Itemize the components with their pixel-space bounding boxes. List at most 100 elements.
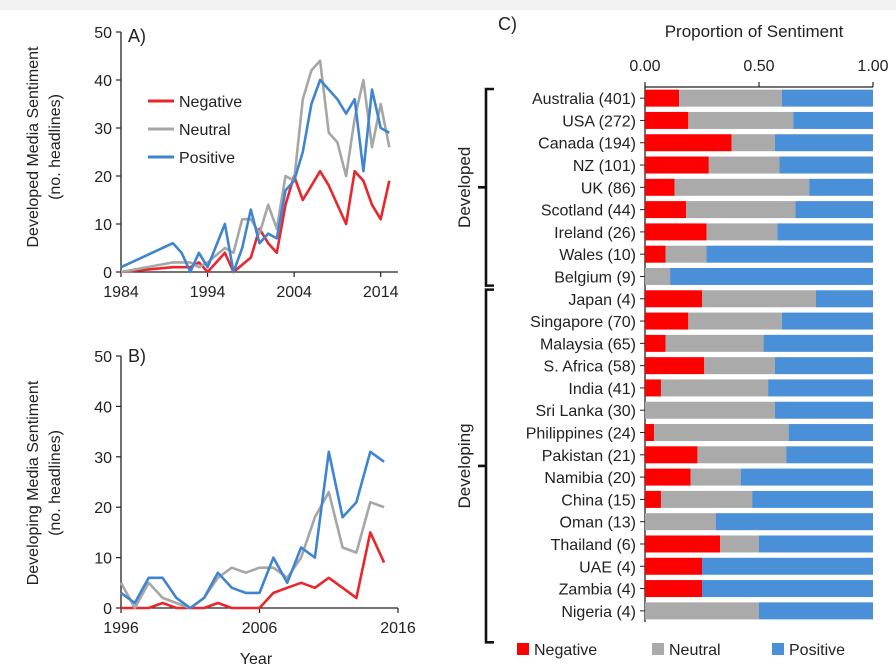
category-label: Ireland (26) [554, 225, 636, 242]
bar-neutral [645, 602, 759, 620]
bar-neutral [645, 401, 775, 419]
bar-negative [645, 245, 666, 263]
bar-negative [645, 334, 666, 352]
bar-neutral [665, 334, 764, 352]
x-tick-label: 1984 [103, 284, 139, 301]
panel-b-label: B) [128, 346, 146, 366]
category-label: Japan (4) [568, 292, 636, 309]
bar-neutral [688, 312, 782, 330]
bar-negative [645, 290, 702, 308]
x-tick-label: 0.00 [629, 58, 660, 75]
category-label: Sri Lanka (30) [536, 403, 637, 420]
category-label: Malaysia (65) [540, 336, 636, 353]
panel-a-lines [120, 59, 391, 274]
legend-neutral-label: Neutral [669, 642, 721, 659]
bar-positive [715, 513, 873, 531]
bar-positive [816, 290, 873, 308]
bar-positive [763, 334, 873, 352]
bar-negative [645, 535, 721, 553]
bar-neutral [731, 134, 775, 152]
bar-positive [702, 580, 873, 598]
panel-c: C) Proportion of Sentiment 0.00 0.50 1.00 … [455, 14, 889, 659]
panel-b-ylabel-line1: Developing Media Sentiment [25, 380, 42, 585]
top-strip [0, 0, 896, 10]
category-label: USA (272) [562, 113, 636, 130]
bar-positive [774, 357, 873, 375]
bar-negative [645, 557, 702, 575]
category-label: Namibia (20) [544, 470, 636, 487]
bar-negative [645, 111, 689, 129]
panel-a: A) Developed Media Sentiment (no. headli… [25, 25, 399, 301]
category-label: UK (86) [581, 180, 636, 197]
bar-positive [809, 178, 873, 196]
category-label: UAE (4) [579, 559, 636, 576]
bar-positive [740, 468, 873, 486]
bar-negative [645, 89, 680, 107]
panel-b-xlabel: Year [240, 651, 273, 668]
legend-positive-label: Positive [789, 642, 845, 659]
bar-neutral [645, 513, 716, 531]
legend-positive-swatch [772, 643, 784, 655]
panel-b: B) Developing Media Sentiment (no. headl… [25, 346, 416, 668]
x-tick-label: 1.00 [857, 58, 888, 75]
group-bracket [478, 87, 494, 287]
bar-neutral [702, 290, 816, 308]
category-label: Oman (13) [560, 515, 636, 532]
bar-negative [645, 201, 687, 219]
panel-c-label: C) [498, 14, 517, 34]
category-label: Australia (401) [532, 91, 636, 108]
bar-neutral [720, 535, 759, 553]
category-label: Zambia (4) [559, 582, 636, 599]
category-label: Pakistan (21) [542, 448, 636, 465]
bar-positive [793, 111, 873, 129]
x-tick-label: 0.50 [743, 58, 774, 75]
x-tick-label: 2014 [363, 284, 399, 301]
bar-neutral [679, 89, 782, 107]
bar-negative [645, 490, 661, 508]
bar-negative [645, 580, 702, 598]
bar-neutral [686, 201, 796, 219]
bar-neutral [665, 245, 707, 263]
panel-c-bars [645, 89, 873, 620]
panel-b-ylabel-line2: (no. headlines) [47, 430, 64, 536]
category-label: China (15) [561, 492, 636, 509]
panel-c-categories: Australia (401) USA (272) Canada (194) NZ (… [526, 91, 636, 621]
y-tick-label: 0 [103, 601, 112, 618]
bar-negative [645, 223, 707, 241]
panel-a-ylabel-line1: Developed Media Sentiment [25, 46, 42, 248]
series-line-neutral [120, 59, 391, 274]
panel-a-label: A) [128, 26, 146, 46]
panel-b-axes: 0 10 20 30 40 50 1996 2006 2016 [94, 349, 416, 637]
bar-neutral [708, 156, 780, 174]
series-line-negative [120, 169, 391, 274]
legend-negative-label: Negative [179, 94, 242, 111]
category-label: NZ (101) [573, 158, 636, 175]
bar-negative [645, 156, 709, 174]
panel-a-legend: Negative Neutral Positive [148, 94, 242, 167]
bar-neutral [660, 379, 769, 397]
panel-c-title: Proportion of Sentiment [665, 22, 844, 41]
bar-positive [777, 223, 873, 241]
group-label: Developed [455, 147, 474, 228]
panel-a-ylabel-line2: (no. headlines) [47, 94, 64, 200]
group-label: Developing [455, 423, 474, 508]
panel-c-axes: 0.00 0.50 1.00 [629, 58, 889, 622]
panel-b-lines [119, 450, 386, 610]
category-label: Scotland (44) [541, 203, 636, 220]
bar-positive [774, 401, 873, 419]
panel-a-axes: 0 10 20 30 40 50 1984 1994 2004 2014 [94, 25, 398, 301]
category-label: India (41) [568, 381, 636, 398]
bar-positive [752, 490, 873, 508]
y-tick-label: 40 [94, 73, 112, 90]
bar-neutral [674, 178, 810, 196]
legend-positive-label: Positive [179, 150, 235, 167]
bar-positive [774, 134, 873, 152]
y-tick-label: 30 [94, 450, 112, 467]
bar-positive [795, 201, 873, 219]
bar-neutral [697, 446, 787, 464]
bar-positive [768, 379, 873, 397]
panel-c-group-brackets: Developed Developing [455, 87, 494, 644]
y-tick-label: 0 [103, 265, 112, 282]
x-tick-label: 2006 [242, 620, 278, 637]
legend-negative-swatch [517, 643, 529, 655]
